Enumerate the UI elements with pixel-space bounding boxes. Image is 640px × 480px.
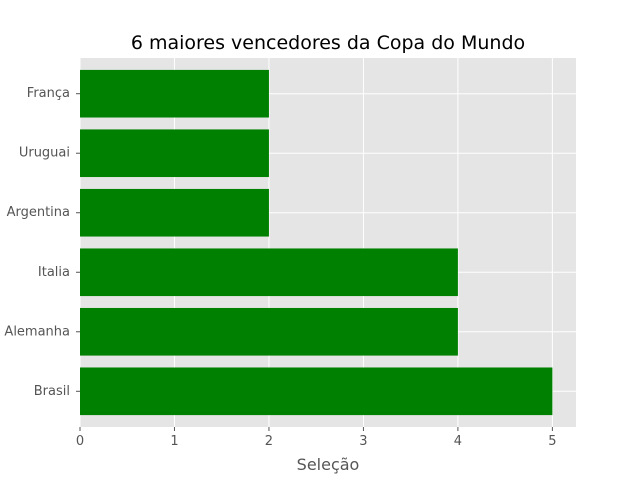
- bar-frança: [80, 69, 269, 118]
- y-tick-label: Italia: [38, 265, 70, 280]
- y-tick-label: França: [27, 86, 70, 101]
- plot-area: [80, 58, 576, 427]
- y-tick-label: Argentina: [7, 205, 70, 220]
- bar-brasil: [80, 367, 553, 416]
- y-tick-label: Brasil: [34, 384, 70, 399]
- x-tick-label: 4: [454, 434, 462, 449]
- x-tick-label: 3: [359, 434, 367, 449]
- bar-argentina: [80, 188, 269, 237]
- x-tick-label: 1: [170, 434, 178, 449]
- x-axis-label: Seleção: [297, 455, 360, 474]
- y-axis-ticks: Brasil Alemanha Italia Argentina Uruguai Fran…: [4, 86, 80, 399]
- chart-title: 6 maiores vencedores da Copa do Mundo: [131, 32, 525, 54]
- y-tick-label: Alemanha: [4, 324, 70, 339]
- bar-alemanha: [80, 307, 458, 356]
- bars: [80, 69, 553, 416]
- x-tick-label: 0: [76, 434, 84, 449]
- x-axis-ticks: 0 1 2 3 4 5: [76, 427, 557, 449]
- bar-italia: [80, 248, 458, 297]
- y-tick-label: Uruguai: [19, 146, 70, 161]
- bar-uruguai: [80, 129, 269, 178]
- x-tick-label: 5: [548, 434, 556, 449]
- x-tick-label: 2: [265, 434, 273, 449]
